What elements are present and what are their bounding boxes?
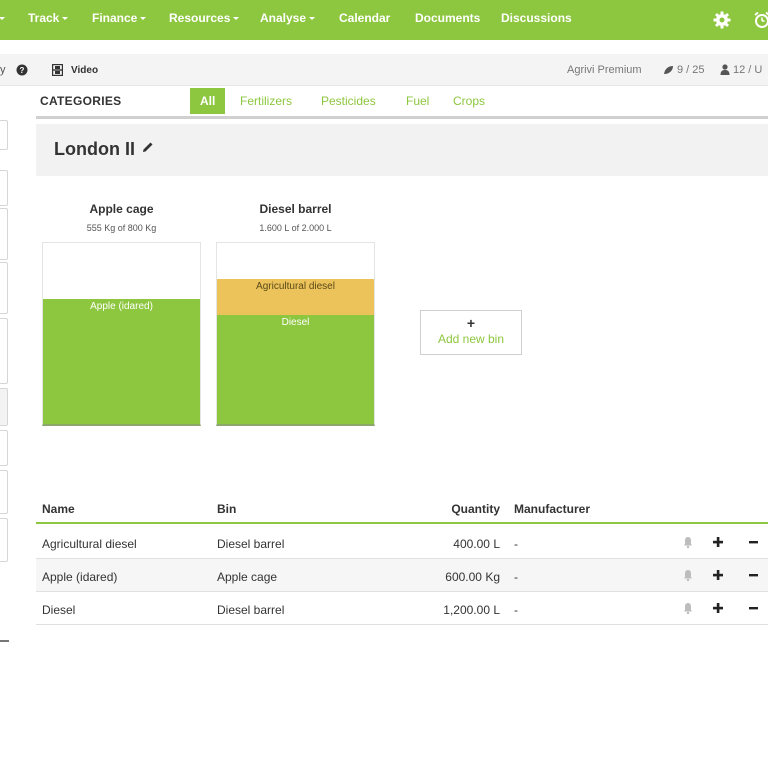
location-title-text: London II xyxy=(54,139,135,159)
bin-capacity: 555 Kg of 800 Kg xyxy=(86,223,157,233)
svg-text:?: ? xyxy=(20,66,25,75)
column-header-bin[interactable]: Bin xyxy=(217,502,237,516)
plan-name: Agrivi Premium xyxy=(567,64,642,76)
sidebar-field[interactable] xyxy=(0,430,8,466)
bin-segment[interactable]: Apple (idared) xyxy=(43,299,200,424)
plus-icon[interactable] xyxy=(710,567,726,583)
bell-icon[interactable] xyxy=(680,534,696,550)
cell-quantity: 1,200.00 L xyxy=(443,603,500,617)
sidebar-field[interactable] xyxy=(0,170,8,206)
sidebar-field[interactable] xyxy=(0,470,8,514)
cell-bin: Diesel barrel xyxy=(217,603,285,617)
bin-name: Apple cage xyxy=(89,202,154,216)
sidebar-field[interactable] xyxy=(0,518,8,562)
bin-container: Apple (idared) xyxy=(42,242,201,426)
nav-resources-label: Resources xyxy=(169,11,231,25)
bin-segment-label: Apple (idared) xyxy=(90,301,153,313)
column-header-manufacturer[interactable]: Manufacturer xyxy=(514,502,591,516)
cell-bin: Diesel barrel xyxy=(217,537,285,551)
add-new-bin-button[interactable]: + Add new bin xyxy=(420,310,522,355)
bin-segment[interactable]: Agricultural diesel xyxy=(217,279,374,316)
cell-quantity: 600.00 Kg xyxy=(445,570,500,584)
plus-icon[interactable] xyxy=(710,600,726,616)
tab-fertilizers[interactable]: Fertilizers xyxy=(240,94,293,108)
leaf-icon xyxy=(664,66,673,74)
bell-icon[interactable] xyxy=(680,600,696,616)
categories-divider xyxy=(36,116,768,119)
nav-analyse[interactable]: Analyse xyxy=(260,11,316,25)
column-header-name[interactable]: Name xyxy=(42,502,75,516)
add-new-bin-label: Add new bin xyxy=(437,332,505,346)
table-row[interactable]: Agricultural diesel Diesel barrel 400.00… xyxy=(36,526,768,559)
nav-finance-label: Finance xyxy=(92,11,138,25)
plus-icon[interactable] xyxy=(710,534,726,550)
user-icon xyxy=(720,64,730,75)
location-header: London II xyxy=(36,124,768,176)
question-circle-icon[interactable]: ? xyxy=(16,64,28,76)
minus-icon[interactable] xyxy=(746,600,762,616)
sidebar-field[interactable] xyxy=(0,208,8,260)
categories-title: CATEGORIES xyxy=(40,94,122,108)
nav-analyse-label: Analyse xyxy=(260,11,307,25)
tab-pesticides[interactable]: Pesticides xyxy=(321,94,376,108)
left-sidebar xyxy=(0,86,9,646)
sidebar-field[interactable] xyxy=(0,120,8,150)
nav-caret-fragment[interactable] xyxy=(0,11,5,25)
minus-icon[interactable] xyxy=(746,567,762,583)
bin-container: Agricultural diesel Diesel xyxy=(216,242,375,426)
sidebar-field[interactable] xyxy=(0,388,8,426)
cell-manufacturer: - xyxy=(514,537,518,551)
top-navbar: Track Finance Resources Analyse Calendar… xyxy=(0,0,768,40)
location-title: London II xyxy=(54,139,135,160)
cell-name: Agricultural diesel xyxy=(42,537,137,551)
bin-capacity: 1.600 L of 2.000 L xyxy=(259,223,332,233)
bin-name: Diesel barrel xyxy=(259,202,332,216)
table-row[interactable]: Apple (idared) Apple cage 600.00 Kg - xyxy=(36,559,768,592)
cell-manufacturer: - xyxy=(514,570,518,584)
table-header: Name Bin Quantity Manufacturer xyxy=(36,492,768,524)
cell-manufacturer: - xyxy=(514,603,518,617)
nav-discussions[interactable]: Discussions xyxy=(501,11,572,25)
table-row[interactable]: Diesel Diesel barrel 1,200.00 L - xyxy=(36,592,768,625)
bin-segment-label: Agricultural diesel xyxy=(256,281,335,293)
nav-finance[interactable]: Finance xyxy=(92,11,147,25)
pencil-icon[interactable] xyxy=(142,141,154,153)
cell-name: Apple (idared) xyxy=(42,570,118,584)
sub-toolbar: y ? Video Agrivi Premium 9 / 25 12 / U xyxy=(0,54,768,86)
gear-icon[interactable] xyxy=(712,10,732,30)
cell-name: Diesel xyxy=(42,603,76,617)
tab-all[interactable]: All xyxy=(190,88,226,114)
tab-fuel[interactable]: Fuel xyxy=(406,94,430,108)
subbar-left-fragment: y xyxy=(0,64,6,76)
column-header-quantity[interactable]: Quantity xyxy=(451,502,500,516)
sidebar-bottom-divider xyxy=(0,640,9,642)
plus-icon: + xyxy=(466,315,476,331)
nav-calendar[interactable]: Calendar xyxy=(339,11,391,25)
sidebar-field[interactable] xyxy=(0,262,8,314)
cell-quantity: 400.00 L xyxy=(453,537,500,551)
sidebar-field[interactable] xyxy=(0,318,8,384)
bin-card[interactable]: Diesel barrel 1.600 L of 2.000 L Agricul… xyxy=(216,200,375,426)
nav-documents[interactable]: Documents xyxy=(415,11,481,25)
bell-icon[interactable] xyxy=(680,567,696,583)
tab-crops[interactable]: Crops xyxy=(453,94,486,108)
bin-card[interactable]: Apple cage 555 Kg of 800 Kg Apple (idare… xyxy=(42,200,201,426)
bin-segment[interactable]: Diesel xyxy=(217,315,374,424)
nav-resources[interactable]: Resources xyxy=(169,11,240,25)
fields-count: 9 / 25 xyxy=(677,64,705,76)
users-count: 12 / U xyxy=(733,64,763,76)
alarm-clock-icon[interactable] xyxy=(752,10,768,30)
nav-track[interactable]: Track xyxy=(28,11,69,25)
film-icon xyxy=(52,64,63,76)
video-link[interactable]: Video xyxy=(71,65,99,76)
nav-track-label: Track xyxy=(28,11,60,25)
minus-icon[interactable] xyxy=(746,534,762,550)
cell-bin: Apple cage xyxy=(217,570,278,584)
bin-segment-label: Diesel xyxy=(281,317,310,329)
